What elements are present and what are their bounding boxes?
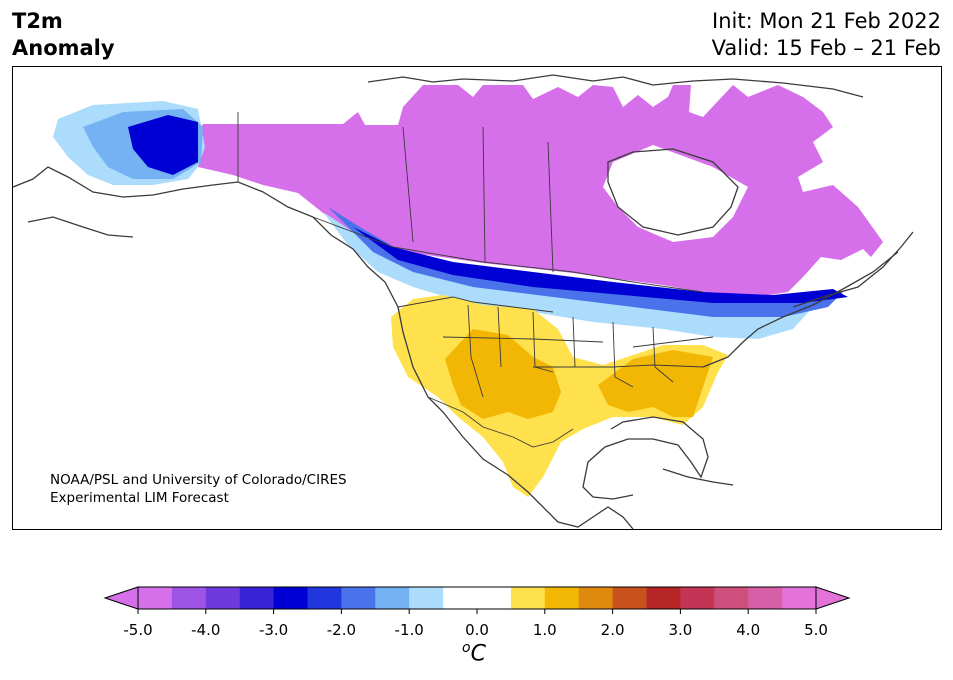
unit-letter: C [470, 641, 486, 667]
coastlines [13, 74, 914, 529]
colorbar-under-arrow [103, 586, 139, 610]
credit-text: NOAA/PSL and University of Colorado/CIRE… [50, 471, 347, 507]
colorbar-cell [544, 587, 580, 609]
map-title: T2m Anomaly [12, 8, 115, 62]
colorbar-cell [375, 587, 410, 609]
colorbar-cell [171, 587, 207, 609]
unit-degree: o [462, 640, 471, 656]
colorbar-unit: oC [462, 640, 486, 666]
colorbar-cell [443, 587, 512, 609]
colorbar-cell [612, 587, 647, 609]
colorbar-cell [273, 587, 308, 609]
quantity-label: Anomaly [12, 36, 115, 60]
colorbar-tick-label: -1.0 [395, 621, 424, 639]
colorbar-cell [782, 587, 817, 609]
colorbar-over-arrow [815, 586, 851, 610]
colorbar-tick-label: 1.0 [533, 621, 557, 639]
colorbar-tick-label: -5.0 [123, 621, 152, 639]
colorbar-cell [205, 587, 241, 609]
colorbar-cell [510, 587, 546, 609]
valid-range: Valid: 15 Feb – 21 Feb [711, 36, 941, 60]
anomaly-region-alaska-core [128, 115, 198, 175]
political-borders [237, 112, 714, 448]
colorbar-cell [680, 587, 715, 609]
colorbar-tick-label: 2.0 [601, 621, 625, 639]
credit-line-1: NOAA/PSL and University of Colorado/CIRE… [50, 472, 347, 488]
anomaly-region-northern-tier-cold-core [353, 227, 848, 303]
colorbar-cell [341, 587, 376, 609]
colorbar-cell [138, 587, 173, 609]
colorbar-tick-label: -4.0 [191, 621, 220, 639]
anomaly-region-southern-plains-warm-core [445, 329, 561, 419]
forecast-dates: Init: Mon 21 Feb 2022 Valid: 15 Feb – 21… [712, 8, 941, 62]
credit-line-2: Experimental LIM Forecast [50, 490, 229, 506]
colorbar: -5.0 -4.0 -3.0 -2.0 -1.0 0.0 1.0 2.0 3.0 4.0 5.0 [103, 586, 851, 639]
colorbar-tick-label: 0.0 [465, 621, 489, 639]
colorbar-cell [646, 587, 681, 609]
variable-label: T2m [12, 9, 63, 33]
colorbar-tick-label: -3.0 [259, 621, 288, 639]
hudson-bay-neutral [603, 145, 748, 242]
colorbar-cell [307, 587, 342, 609]
colorbar-tick-label: -2.0 [327, 621, 356, 639]
colorbar-tick-label: 3.0 [668, 621, 692, 639]
colorbar-ticks: -5.0 -4.0 -3.0 -2.0 -1.0 0.0 1.0 2.0 3.0 4.0 5.0 [123, 609, 828, 639]
anomaly-region-canada-arctic-cold [188, 85, 883, 299]
colorbar-cell [578, 587, 614, 609]
colorbar-cell [239, 587, 275, 609]
anomaly-region-southeast-warm-core [598, 350, 713, 417]
colorbar-cell [748, 587, 783, 609]
init-date: Init: Mon 21 Feb 2022 [712, 9, 941, 33]
anomaly-map: NOAA/PSL and University of Colorado/CIRE… [12, 66, 942, 530]
colorbar-cells [138, 587, 817, 609]
map-canvas [13, 74, 914, 529]
colorbar-tick-label: 4.0 [736, 621, 760, 639]
colorbar-cell [714, 587, 749, 609]
colorbar-tick-label: 5.0 [804, 621, 828, 639]
colorbar-cell [409, 587, 444, 609]
